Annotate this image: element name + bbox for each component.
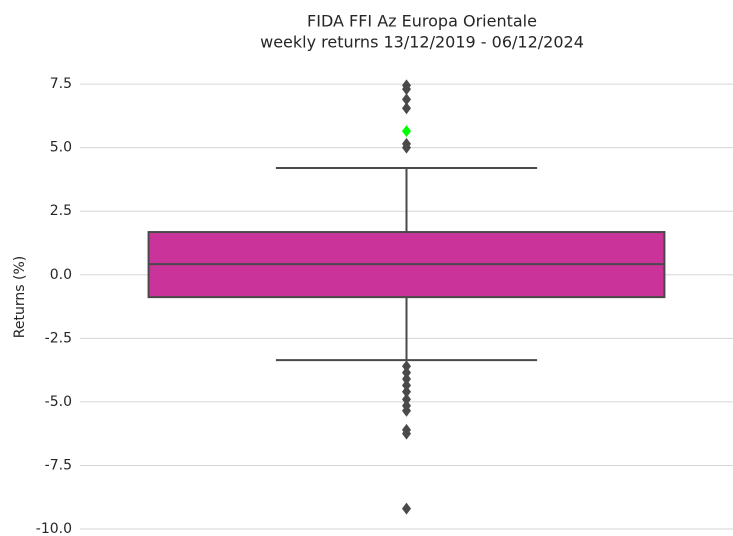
outlier xyxy=(402,366,411,379)
outlier xyxy=(402,393,411,406)
outlier xyxy=(402,360,411,373)
y-tick-label: -10.0 xyxy=(36,521,72,536)
y-tick-label: 7.5 xyxy=(50,76,72,92)
y-axis-label: Returns (%) xyxy=(12,256,28,338)
outlier xyxy=(402,379,411,392)
y-tick-label: 2.5 xyxy=(50,203,72,219)
outlier xyxy=(402,102,411,115)
outlier xyxy=(402,502,411,515)
outlier xyxy=(402,404,411,417)
outlier xyxy=(402,141,411,154)
y-tick-label: -2.5 xyxy=(45,330,72,346)
highlight-point xyxy=(402,125,411,138)
y-tick-label: 5.0 xyxy=(50,140,72,156)
outlier xyxy=(402,427,411,440)
outlier xyxy=(402,93,411,106)
chart-subtitle: weekly returns 13/12/2019 - 06/12/2024 xyxy=(260,33,584,52)
y-tick-label: -7.5 xyxy=(45,457,72,473)
y-tick-label: 0.0 xyxy=(50,267,72,283)
outlier xyxy=(402,83,411,96)
y-tick-label: -5.0 xyxy=(45,394,72,410)
chart-title: FIDA FFI Az Europa Orientale xyxy=(307,12,537,31)
outlier xyxy=(402,385,411,398)
outlier xyxy=(402,372,411,385)
